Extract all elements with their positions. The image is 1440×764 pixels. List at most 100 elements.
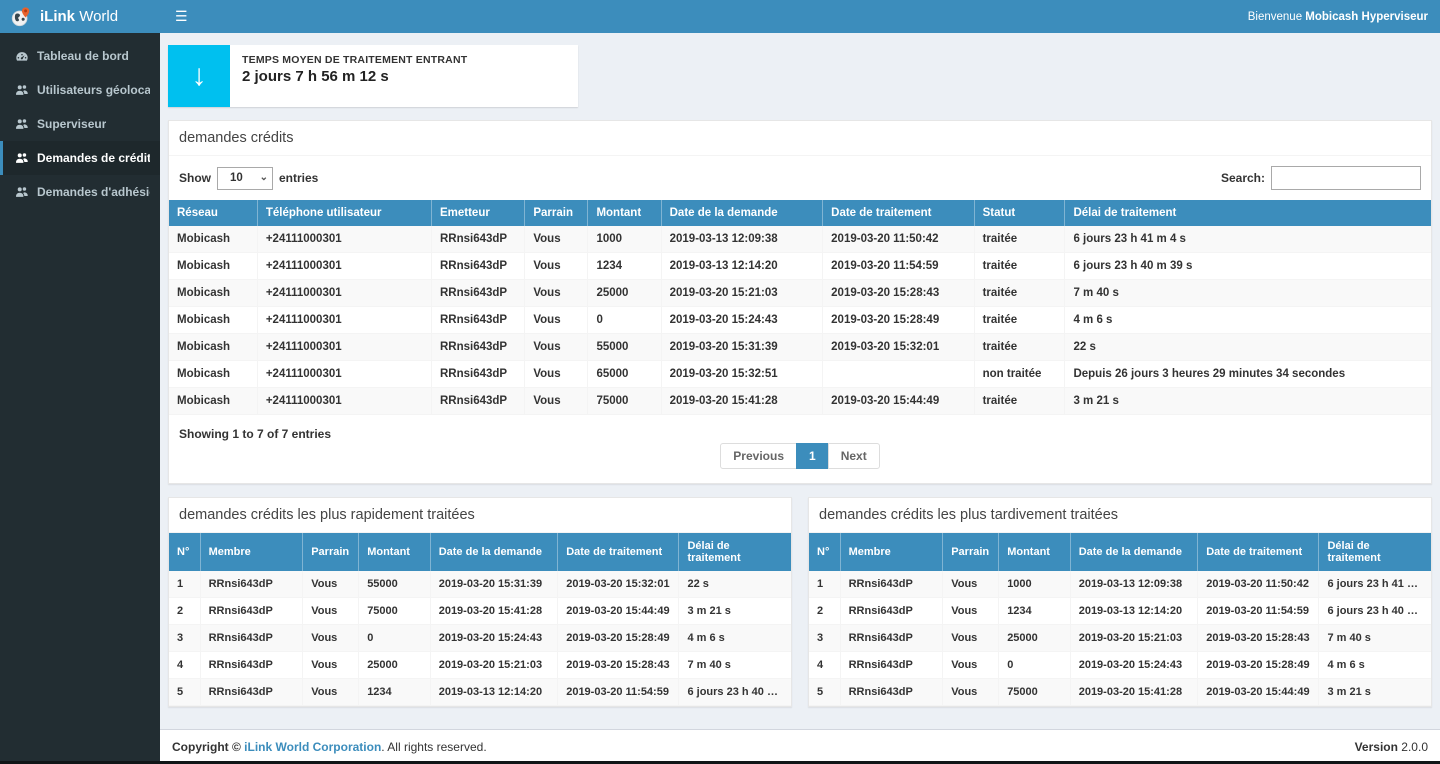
column-header: Membre [200,533,303,571]
column-header[interactable]: Délai de traitement [1065,200,1431,226]
fastest-processed-panel: demandes crédits les plus rapidement tra… [168,497,792,707]
avg-processing-time-card: ↓ TEMPS MOYEN DE TRAITEMENT ENTRANT 2 jo… [168,45,578,107]
pagination-next-button[interactable]: Next [828,443,880,469]
table-cell: 4 m 6 s [1319,652,1431,679]
table-cell: 2 [809,598,840,625]
table-cell: 2019-03-20 11:54:59 [558,679,679,706]
slowest-processed-panel: demandes crédits les plus tardivement tr… [808,497,1432,707]
table-cell: 2019-03-20 15:32:01 [823,334,974,361]
company-link[interactable]: iLink World Corporation [244,740,381,754]
column-header: Parrain [303,533,359,571]
table-cell: 2019-03-20 15:41:28 [661,388,823,415]
table-cell: 4 [809,652,840,679]
table-cell: 2019-03-20 11:54:59 [823,253,974,280]
column-header[interactable]: Montant [588,200,661,226]
table-cell: 3 m 21 s [679,598,791,625]
table-cell: RRnsi643dP [431,334,524,361]
table-cell: RRnsi643dP [840,679,943,706]
table-cell: Vous [303,625,359,652]
table-cell: Mobicash [169,388,257,415]
column-header[interactable]: Téléphone utilisateur [257,200,431,226]
table-cell: Mobicash [169,226,257,253]
table-cell: traitée [974,226,1065,253]
table-cell: Vous [525,253,588,280]
table-cell: Mobicash [169,253,257,280]
table-row: Mobicash+24111000301RRnsi643dPVous650002… [169,361,1431,388]
column-header: N° [809,533,840,571]
table-cell: Vous [943,571,999,598]
sidebar-item-demandes-de-cr-dits[interactable]: Demandes de crédits [0,141,160,175]
page-length-select[interactable]: 10 ⌄ [217,167,273,190]
sidebar-item-label: Demandes de crédits [37,151,150,165]
table-cell: 2019-03-20 15:31:39 [430,571,558,598]
table-cell: 2019-03-20 15:32:01 [558,571,679,598]
app-logo[interactable]: iLink World [0,0,160,33]
column-header[interactable]: Date de traitement [823,200,974,226]
table-cell: +24111000301 [257,226,431,253]
users-icon [15,83,29,97]
column-header[interactable]: Statut [974,200,1065,226]
table-cell: 3 [809,625,840,652]
table-cell: 6 jours 23 h 40 m 39 s [679,679,791,706]
sidebar-item-utilisateurs-g-olocalis-s[interactable]: Utilisateurs géolocalisés [0,73,160,107]
table-cell: RRnsi643dP [840,571,943,598]
sidebar-item-tableau-de-bord[interactable]: Tableau de bord [0,39,160,73]
table-cell: Mobicash [169,334,257,361]
version-text: Version 2.0.0 [1355,740,1428,754]
table-cell: 2019-03-20 15:28:43 [558,652,679,679]
column-header[interactable]: Emetteur [431,200,524,226]
users-icon [15,185,29,199]
table-cell: Vous [525,361,588,388]
page-length-value: 10 [230,172,243,184]
credits-table: RéseauTéléphone utilisateurEmetteurParra… [169,200,1431,415]
table-cell: 1234 [588,253,661,280]
table-cell: 5 [809,679,840,706]
stat-value: 2 jours 7 h 56 m 12 s [242,68,467,85]
table-cell: 0 [588,307,661,334]
table-cell: 2019-03-13 12:14:20 [430,679,558,706]
table-cell: Vous [943,679,999,706]
credits-requests-panel: demandes crédits Show 10 ⌄ entries Searc… [168,120,1432,484]
table-cell: 2019-03-20 15:21:03 [430,652,558,679]
column-header: Date de traitement [1198,533,1319,571]
table-cell: Vous [525,388,588,415]
welcome-message: Bienvenue Mobicash Hyperviseur [1248,11,1440,23]
search-input[interactable] [1271,166,1421,190]
table-cell: 75000 [588,388,661,415]
column-header: Date de la demande [1070,533,1198,571]
table-cell: 65000 [588,361,661,388]
table-cell: Mobicash [169,280,257,307]
pagination-page-1-button[interactable]: 1 [796,443,829,469]
show-label: Show [179,171,211,185]
table-cell: Vous [943,652,999,679]
table-cell: RRnsi643dP [431,226,524,253]
table-cell: Vous [525,280,588,307]
table-cell: 2 [169,598,200,625]
copyright-text: Copyright © iLink World Corporation. All… [172,740,487,754]
table-cell: +24111000301 [257,253,431,280]
table-cell: Mobicash [169,307,257,334]
column-header[interactable]: Date de la demande [661,200,823,226]
table-cell: 2019-03-20 15:28:49 [1198,652,1319,679]
table-cell: Vous [943,598,999,625]
table-cell: RRnsi643dP [431,253,524,280]
table-cell: 2019-03-20 15:28:49 [558,625,679,652]
sidebar-item-superviseur[interactable]: Superviseur [0,107,160,141]
table-cell: 22 s [1065,334,1431,361]
sidebar-item-demandes-d-adh-sion[interactable]: Demandes d'adhésion [0,175,160,209]
pagination-previous-button[interactable]: Previous [720,443,797,469]
table-cell: Vous [943,625,999,652]
table-cell: 1234 [359,679,431,706]
table-row: 3RRnsi643dPVous02019-03-20 15:24:432019-… [169,625,791,652]
table-cell: traitée [974,388,1065,415]
top-navbar: ☰ Bienvenue Mobicash Hyperviseur [160,0,1440,33]
column-header[interactable]: Parrain [525,200,588,226]
column-header[interactable]: Réseau [169,200,257,226]
table-cell: +24111000301 [257,334,431,361]
content-area: ↓ TEMPS MOYEN DE TRAITEMENT ENTRANT 2 jo… [160,33,1440,729]
sidebar: iLink World Tableau de bordUtilisateurs … [0,0,160,764]
sidebar-toggle-hamburger-icon[interactable]: ☰ [160,0,203,33]
table-cell: 25000 [999,625,1071,652]
table-cell: traitée [974,253,1065,280]
table-cell: 2019-03-20 15:41:28 [1070,679,1198,706]
